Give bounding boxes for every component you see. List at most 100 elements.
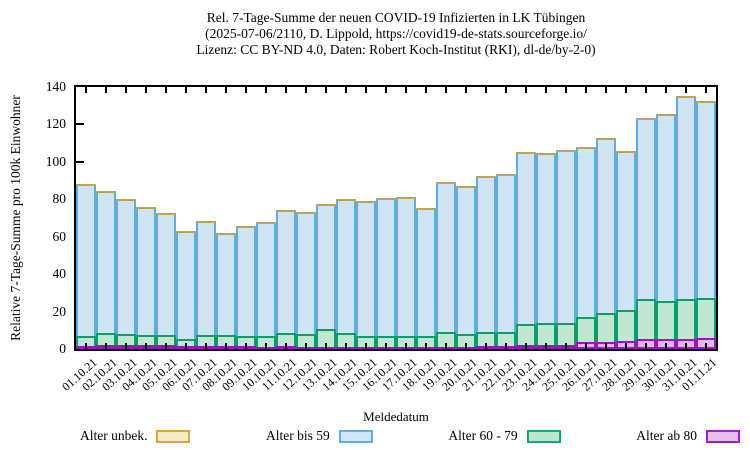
x-tick-mark bbox=[625, 343, 627, 349]
bar-segment-Alter 60 - 79 bbox=[216, 334, 236, 347]
bar-15.10.21 bbox=[356, 87, 376, 349]
bar-segment-Alter bis 59 bbox=[396, 197, 416, 336]
x-tick-mark bbox=[105, 343, 107, 349]
y-tick-label: 0 bbox=[59, 341, 66, 356]
bar-segment-Alter unbek. bbox=[136, 206, 156, 209]
bar-05.10.21 bbox=[156, 87, 176, 349]
bar-08.10.21 bbox=[216, 87, 236, 349]
bar-segment-Alter bis 59 bbox=[436, 182, 456, 332]
y-tick-label: 80 bbox=[52, 191, 67, 207]
bar-segment-Alter 60 - 79 bbox=[76, 336, 96, 346]
bar-segment-Alter unbek. bbox=[576, 146, 596, 149]
bar-segment-Alter unbek. bbox=[416, 207, 436, 210]
legend-swatch-alter-60-79 bbox=[526, 429, 561, 443]
bar-21.10.21 bbox=[476, 87, 496, 349]
chart-title-line2: (2025-07-06/2110, D. Lippold, https://co… bbox=[205, 26, 587, 41]
bar-31.10.21 bbox=[676, 87, 696, 349]
bar-segment-Alter 60 - 79 bbox=[436, 331, 456, 347]
x-tick-mark bbox=[345, 343, 347, 349]
bar-segment-Alter bis 59 bbox=[116, 199, 136, 334]
bar-segment-Alter unbek. bbox=[116, 199, 136, 202]
bar-segment-Alter unbek. bbox=[516, 151, 536, 154]
bar-segment-Alter 60 - 79 bbox=[296, 334, 316, 347]
x-tick-mark bbox=[525, 87, 527, 93]
y-axis-label: Relative 7-Tage-Summe pro 100k Einwohner bbox=[8, 95, 23, 341]
bar-segment-Alter bis 59 bbox=[156, 213, 176, 335]
legend: Alter unbek. Alter bis 59 Alter 60 - 79 … bbox=[80, 428, 740, 444]
bar-segment-Alter bis 59 bbox=[76, 184, 96, 337]
x-tick-mark bbox=[645, 343, 647, 349]
bar-26.10.21 bbox=[576, 87, 596, 349]
x-tick-mark bbox=[165, 87, 167, 93]
x-tick-mark bbox=[385, 87, 387, 93]
bar-segment-Alter bis 59 bbox=[496, 174, 516, 333]
bar-segment-Alter bis 59 bbox=[536, 153, 556, 324]
x-tick-mark bbox=[445, 343, 447, 349]
bar-segment-Alter 60 - 79 bbox=[116, 333, 136, 346]
bar-segment-Alter 60 - 79 bbox=[136, 334, 156, 346]
y-tick-mark bbox=[76, 160, 84, 163]
x-tick-mark bbox=[625, 87, 627, 93]
chart-title: Rel. 7-Tage-Summe der neuen COVID-19 Inf… bbox=[46, 10, 746, 58]
bar-25.10.21 bbox=[556, 87, 576, 349]
x-tick-mark bbox=[685, 343, 687, 349]
x-tick-mark bbox=[185, 87, 187, 93]
bar-02.10.21 bbox=[96, 87, 116, 349]
bar-segment-Alter bis 59 bbox=[696, 101, 716, 298]
bar-segment-Alter bis 59 bbox=[176, 231, 196, 339]
x-tick-mark bbox=[465, 87, 467, 93]
chart-title-line1: Rel. 7-Tage-Summe der neuen COVID-19 Inf… bbox=[206, 10, 586, 25]
legend-item-alter-60-79: Alter 60 - 79 bbox=[448, 428, 561, 444]
x-tick-mark bbox=[305, 343, 307, 349]
bar-segment-Alter unbek. bbox=[196, 220, 216, 223]
bar-segment-Alter unbek. bbox=[696, 101, 716, 104]
bar-29.10.21 bbox=[636, 87, 656, 349]
bar-segment-Alter bis 59 bbox=[616, 150, 636, 310]
bar-segment-Alter bis 59 bbox=[316, 203, 336, 330]
bar-segment-Alter 60 - 79 bbox=[416, 335, 436, 348]
x-tick-mark bbox=[245, 343, 247, 349]
bar-segment-Alter unbek. bbox=[456, 186, 476, 189]
bar-04.10.21 bbox=[136, 87, 156, 349]
x-tick-mark bbox=[485, 87, 487, 93]
bar-segment-Alter unbek. bbox=[176, 231, 196, 234]
bar-segment-Alter 60 - 79 bbox=[516, 323, 536, 346]
bar-segment-Alter 60 - 79 bbox=[636, 299, 656, 339]
bar-segment-Alter unbek. bbox=[236, 226, 256, 229]
legend-label-alter-60-79: Alter 60 - 79 bbox=[448, 428, 518, 443]
x-tick-mark bbox=[565, 87, 567, 93]
legend-swatch-alter-unbek bbox=[156, 429, 191, 443]
bar-28.10.21 bbox=[616, 87, 636, 349]
bar-16.10.21 bbox=[376, 87, 396, 349]
bar-segment-Alter unbek. bbox=[536, 153, 556, 156]
bar-segment-Alter bis 59 bbox=[136, 206, 156, 335]
bar-01.11.21 bbox=[696, 87, 716, 349]
bar-segment-Alter bis 59 bbox=[356, 201, 376, 336]
bar-segment-Alter bis 59 bbox=[456, 186, 476, 334]
chart-title-line3: Lizenz: CC BY-ND 4.0, Daten: Robert Koch… bbox=[196, 42, 596, 57]
x-tick-mark bbox=[705, 343, 707, 349]
x-tick-mark bbox=[265, 87, 267, 93]
x-tick-mark bbox=[665, 87, 667, 93]
bar-segment-Alter unbek. bbox=[336, 199, 356, 202]
bar-segment-Alter 60 - 79 bbox=[176, 338, 196, 347]
bar-30.10.21 bbox=[656, 87, 676, 349]
x-tick-mark bbox=[85, 87, 87, 93]
bar-segment-Alter unbek. bbox=[256, 221, 276, 224]
bar-segment-Alter 60 - 79 bbox=[496, 332, 516, 347]
legend-item-alter-ab-80: Alter ab 80 bbox=[636, 428, 740, 444]
x-tick-mark bbox=[405, 343, 407, 349]
legend-label-alter-ab-80: Alter ab 80 bbox=[636, 428, 697, 443]
bar-segment-Alter bis 59 bbox=[636, 117, 656, 300]
bar-segment-Alter 60 - 79 bbox=[336, 333, 356, 347]
bar-segment-Alter 60 - 79 bbox=[476, 331, 496, 347]
y-tick-label: 60 bbox=[52, 228, 67, 244]
bar-segment-Alter bis 59 bbox=[476, 175, 496, 332]
bar-segment-Alter 60 - 79 bbox=[276, 332, 296, 347]
x-tick-mark bbox=[205, 343, 207, 349]
bar-segment-Alter bis 59 bbox=[256, 221, 276, 336]
x-tick-mark bbox=[505, 87, 507, 93]
bar-segment-Alter unbek. bbox=[356, 201, 376, 204]
bar-22.10.21 bbox=[496, 87, 516, 349]
